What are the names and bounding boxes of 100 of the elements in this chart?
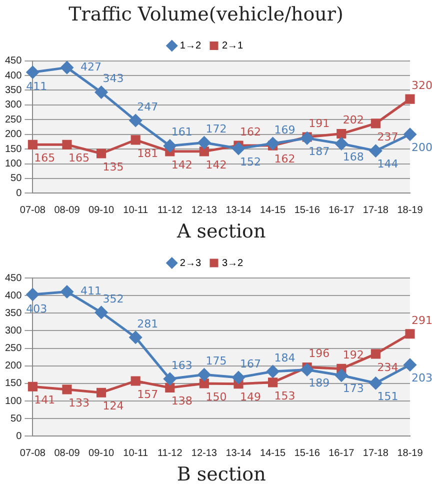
y-tick-label: 250 bbox=[4, 114, 22, 126]
chart-title: Traffic Volume(vehicle/hour) bbox=[68, 3, 344, 26]
y-tick-label: 200 bbox=[4, 360, 22, 372]
y-tick-label: 450 bbox=[4, 272, 22, 284]
data-label: 175 bbox=[206, 354, 227, 368]
data-label: 184 bbox=[274, 351, 296, 364]
data-label: 152 bbox=[240, 155, 261, 168]
y-tick-label: 450 bbox=[4, 56, 22, 67]
point bbox=[62, 140, 72, 150]
y-tick-label: 350 bbox=[4, 84, 22, 96]
point bbox=[369, 376, 382, 390]
legend-label: 1→2 bbox=[180, 40, 202, 52]
data-label: 138 bbox=[171, 394, 192, 408]
data-label: 144 bbox=[377, 158, 398, 171]
point bbox=[130, 376, 140, 386]
point bbox=[336, 128, 346, 139]
x-tick-label: 15-16 bbox=[294, 448, 320, 459]
x-tick-label: 11-12 bbox=[157, 448, 183, 459]
point bbox=[60, 61, 74, 74]
data-label: 320 bbox=[412, 78, 432, 92]
data-label: 237 bbox=[377, 130, 398, 144]
data-label: 234 bbox=[377, 360, 398, 374]
data-label: 247 bbox=[137, 100, 158, 114]
data-label: 165 bbox=[68, 152, 90, 165]
point bbox=[129, 331, 142, 344]
data-label: 168 bbox=[342, 150, 364, 164]
data-label: 189 bbox=[308, 376, 330, 390]
data-label: 135 bbox=[102, 160, 124, 174]
y-tick-label: 400 bbox=[4, 70, 22, 82]
x-tick-label: 17-18 bbox=[362, 448, 389, 459]
point bbox=[28, 140, 38, 150]
data-label: 200 bbox=[412, 141, 432, 154]
x-tick-label: 08-09 bbox=[54, 204, 80, 216]
data-label: 124 bbox=[102, 399, 124, 412]
point bbox=[164, 372, 176, 386]
point bbox=[266, 365, 280, 378]
point bbox=[130, 135, 140, 145]
x-tick-label: 16-17 bbox=[328, 204, 355, 216]
x-tick-label: 11-12 bbox=[157, 204, 183, 216]
data-label: 181 bbox=[137, 146, 158, 160]
point bbox=[62, 384, 72, 394]
data-label: 187 bbox=[308, 145, 330, 158]
data-label: 191 bbox=[308, 116, 330, 130]
data-label: 151 bbox=[377, 390, 398, 403]
y-tick-label: 150 bbox=[4, 144, 22, 155]
x-tick-label: 07-08 bbox=[20, 448, 46, 459]
data-label: 352 bbox=[102, 292, 124, 306]
point bbox=[198, 368, 210, 381]
data-label: 149 bbox=[240, 390, 261, 404]
x-tick-label: 13-14 bbox=[226, 204, 252, 216]
y-tick-label: 400 bbox=[4, 290, 22, 302]
x-tick-label: 15-16 bbox=[294, 204, 320, 216]
y-tick-label: 100 bbox=[4, 158, 22, 170]
x-tick-label: 07-08 bbox=[20, 204, 46, 216]
legend-label: 2→1 bbox=[222, 40, 244, 52]
x-tick-label: 10-11 bbox=[123, 204, 148, 216]
data-label: 150 bbox=[206, 390, 227, 404]
x-tick-label: 13-14 bbox=[226, 448, 252, 459]
x-tick-label: 09-10 bbox=[88, 448, 115, 459]
point bbox=[370, 349, 380, 359]
y-tick-label: 100 bbox=[4, 396, 22, 407]
data-label: 203 bbox=[412, 372, 432, 385]
point bbox=[404, 128, 416, 141]
point bbox=[370, 118, 380, 128]
point bbox=[95, 306, 108, 319]
point bbox=[335, 369, 348, 382]
y-tick-label: 50 bbox=[10, 173, 22, 184]
data-label: 411 bbox=[80, 284, 102, 298]
data-label: 427 bbox=[80, 60, 102, 74]
y-tick-label: 300 bbox=[4, 100, 22, 111]
point bbox=[266, 137, 280, 150]
y-tick-label: 0 bbox=[16, 188, 22, 199]
data-label: 157 bbox=[137, 388, 158, 401]
point bbox=[369, 144, 382, 158]
data-label: 133 bbox=[68, 396, 90, 410]
x-tick-label: 14-15 bbox=[260, 448, 286, 459]
point bbox=[95, 86, 108, 99]
data-label: 165 bbox=[34, 152, 56, 165]
point bbox=[164, 140, 176, 152]
point bbox=[335, 138, 348, 150]
x-tick-label: 14-15 bbox=[260, 204, 286, 216]
y-tick-label: 50 bbox=[10, 413, 22, 424]
point bbox=[96, 148, 106, 158]
y-tick-label: 200 bbox=[4, 129, 22, 140]
point bbox=[60, 285, 74, 298]
data-label: 169 bbox=[274, 123, 296, 136]
y-tick-label: 0 bbox=[16, 430, 22, 442]
data-label: 202 bbox=[342, 114, 364, 127]
x-tick-label: 16-17 bbox=[328, 448, 355, 459]
point bbox=[232, 371, 245, 384]
data-label: 163 bbox=[171, 358, 192, 372]
data-label: 167 bbox=[240, 357, 261, 370]
point bbox=[405, 329, 415, 339]
x-axis-title: B section bbox=[176, 464, 266, 486]
data-label: 141 bbox=[34, 393, 56, 406]
data-label: 196 bbox=[308, 347, 330, 360]
data-label: 142 bbox=[206, 158, 227, 172]
data-label: 161 bbox=[171, 126, 192, 139]
data-label: 162 bbox=[274, 152, 296, 166]
y-tick-label: 250 bbox=[4, 343, 22, 354]
